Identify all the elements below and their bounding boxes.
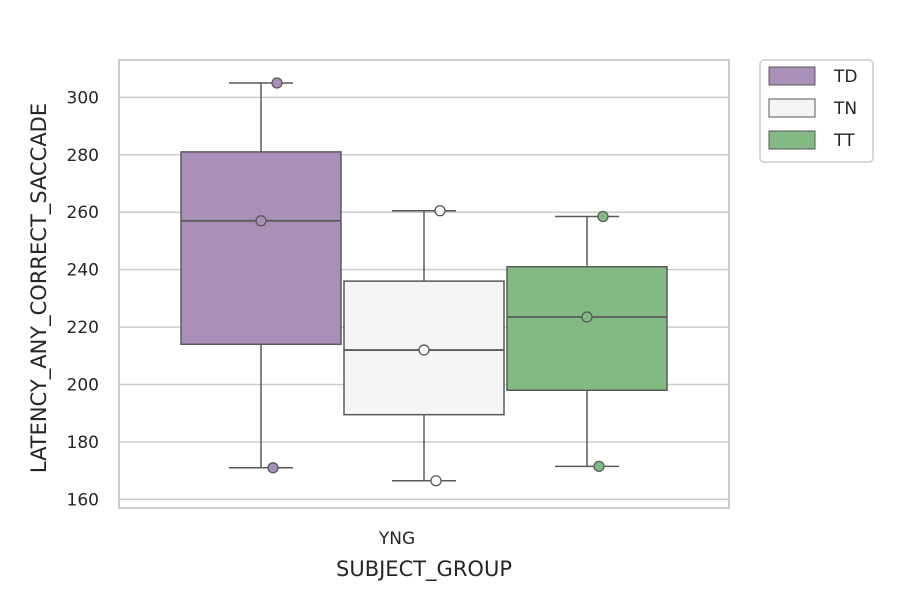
y-tick-label: 260 [67, 203, 99, 223]
legend-label-tt: TT [833, 131, 855, 151]
y-tick-label: 220 [67, 318, 99, 338]
legend-swatch-td [768, 66, 816, 86]
max-marker [434, 205, 446, 217]
mean-marker [418, 344, 430, 356]
max-marker [597, 210, 609, 223]
x-tick-label: YNG [378, 529, 415, 549]
min-marker [267, 462, 279, 474]
box-tt [506, 210, 668, 473]
y-tick-label: 240 [67, 261, 99, 281]
box-tn [343, 205, 505, 487]
min-marker [593, 460, 605, 473]
y-tick-label: 200 [67, 376, 99, 396]
y-tick-label: 300 [67, 88, 99, 108]
y-tick-label: 280 [67, 146, 99, 166]
legend-label-td: TD [833, 67, 857, 87]
x-axis-label: SUBJECT_GROUP [336, 557, 512, 582]
y-tick-label: 180 [67, 433, 99, 453]
legend-swatch-tt [768, 130, 816, 150]
max-marker [271, 77, 283, 89]
plot-area-frame [118, 59, 730, 509]
box-body [180, 151, 342, 346]
legend-label-tn: TN [833, 99, 857, 119]
box-series [180, 77, 668, 487]
y-tick-label: 160 [67, 490, 99, 510]
y-axis-label: LATENCY_ANY_CORRECT_SACCADE [27, 103, 52, 473]
min-marker [430, 475, 442, 487]
box-body [506, 266, 668, 392]
mean-marker [255, 215, 267, 227]
mean-marker [581, 311, 593, 323]
legend: TD TN TT [759, 59, 874, 163]
y-axis-ticks: 160 180 200 220 240 260 280 300 [67, 88, 99, 510]
legend-swatch-tn [768, 98, 816, 118]
box-td [180, 77, 342, 474]
